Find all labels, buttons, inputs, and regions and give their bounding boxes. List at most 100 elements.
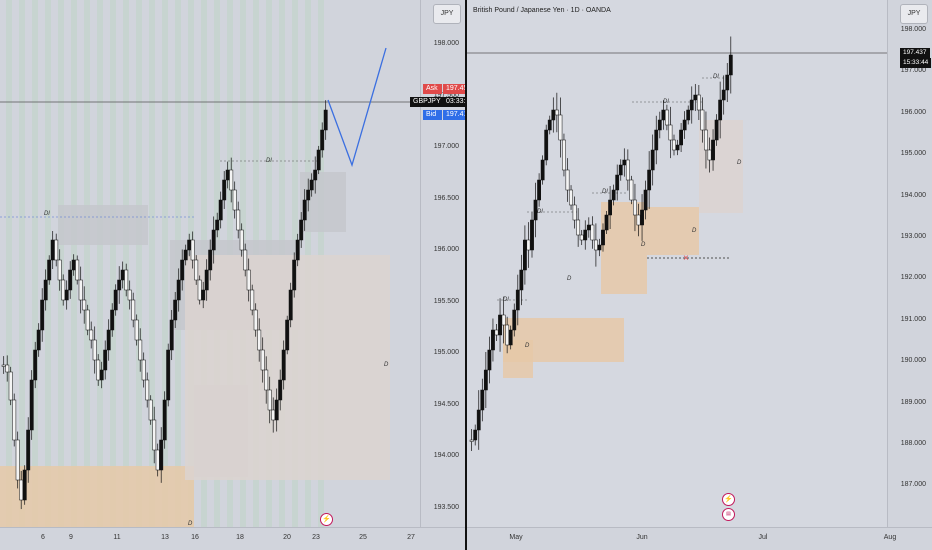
target-zone: [300, 172, 346, 232]
price-tick: 193.500: [433, 503, 459, 511]
candle: [704, 111, 708, 169]
candle: [316, 145, 321, 175]
candle: [508, 325, 513, 350]
time-tick: 20: [283, 534, 291, 541]
zone-label: D: [692, 228, 697, 234]
candle: [306, 178, 311, 212]
level-label: Dl: [663, 99, 669, 105]
time-tick: Jun: [636, 534, 648, 541]
price-tick: 197.000: [900, 67, 926, 75]
candle: [689, 86, 694, 124]
symbol-tag: GBPJPY: [410, 97, 444, 107]
level-label: Dl: [266, 158, 272, 164]
candle: [78, 266, 83, 314]
candle: [162, 391, 167, 449]
candle: [250, 284, 255, 316]
time-tick: Jul: [758, 534, 768, 541]
candle: [728, 36, 733, 94]
session-stripe: [84, 0, 90, 528]
candle: [654, 115, 659, 165]
price-tick: 192.000: [900, 274, 926, 282]
candle: [47, 255, 52, 285]
countdown: 03:33:44: [443, 97, 465, 107]
time-tick: 23: [312, 534, 320, 541]
candle: [187, 233, 192, 257]
candle: [597, 238, 602, 257]
candle: [26, 417, 31, 483]
session-stripe: [32, 0, 38, 528]
candle: [211, 216, 216, 264]
candle: [590, 216, 595, 249]
candle: [138, 328, 143, 372]
news-icon[interactable]: ▤: [722, 508, 735, 521]
candle: [75, 255, 80, 285]
candle: [302, 189, 307, 231]
price-tick: 193.000: [900, 233, 926, 240]
candle: [222, 171, 227, 209]
candle: [476, 390, 481, 450]
candle: [576, 208, 581, 247]
candle: [134, 314, 139, 346]
time-tick: 13: [161, 534, 169, 541]
candle: [12, 393, 17, 447]
candle: [544, 124, 549, 166]
candle: [201, 281, 206, 309]
candle: [131, 292, 136, 328]
price-tick: 195.000: [900, 150, 926, 158]
zone-label: D: [737, 160, 742, 166]
candle: [36, 323, 41, 357]
candle: [208, 239, 213, 281]
candle: [141, 352, 146, 388]
pane-divider[interactable]: [465, 0, 467, 550]
left-chart-pane[interactable]: Dl Dl D D ⚡ JPY 198.000 197.500 197.000 196…: [0, 0, 465, 550]
level-label: Dl: [44, 211, 50, 217]
candle: [629, 175, 634, 205]
left-price-axis[interactable]: JPY 198.000 197.500 197.000 196.500 196.000 1…: [420, 0, 465, 528]
candle: [313, 156, 318, 194]
candle: [145, 372, 150, 408]
candle: [225, 161, 230, 189]
price-tick: 194.000: [433, 452, 459, 459]
time-tick: 18: [236, 534, 244, 541]
candle: [295, 233, 300, 267]
candle: [155, 443, 160, 477]
candle: [320, 122, 325, 158]
candle: [668, 106, 673, 159]
candle: [714, 114, 719, 146]
price-tick: 198.000: [900, 26, 926, 33]
demand-zone: [0, 466, 194, 528]
right-time-axis[interactable]: May Jun Jul Aug: [467, 527, 932, 550]
right-chart-pane[interactable]: British Pound / Japanese Yen · 1D · OAND…: [467, 0, 932, 550]
level-label: Dl: [602, 189, 608, 195]
candle: [615, 164, 620, 201]
candle: [682, 111, 687, 139]
currency-button[interactable]: JPY: [433, 4, 461, 24]
candle: [562, 133, 566, 177]
candle: [469, 428, 474, 452]
candle: [533, 182, 538, 238]
candle: [33, 341, 38, 389]
candle: [190, 231, 195, 269]
candle: [594, 223, 598, 267]
last-price: 197.437: [900, 48, 930, 58]
pink-zone: [185, 255, 390, 480]
currency-button[interactable]: JPY: [900, 4, 928, 24]
lightning-icon[interactable]: ⚡: [320, 513, 333, 526]
candle: [61, 274, 66, 306]
candle: [239, 223, 244, 257]
candle: [672, 134, 676, 156]
right-price-axis[interactable]: JPY 198.000 197.000 196.000 195.000 194.000 1…: [887, 0, 932, 528]
time-tick: Aug: [883, 534, 897, 541]
candle: [675, 139, 680, 156]
lightning-icon[interactable]: ⚡: [722, 493, 735, 506]
candle: [120, 261, 125, 289]
candle: [50, 231, 55, 269]
candle: [480, 378, 485, 422]
time-tick: 11: [113, 534, 121, 541]
candle: [693, 83, 698, 112]
time-tick: 25: [359, 534, 367, 541]
candle: [608, 186, 612, 229]
left-time-axis[interactable]: 6 9 11 13 16 18 20 23 25 27: [0, 527, 465, 550]
candle: [113, 284, 118, 316]
candle: [54, 233, 59, 267]
